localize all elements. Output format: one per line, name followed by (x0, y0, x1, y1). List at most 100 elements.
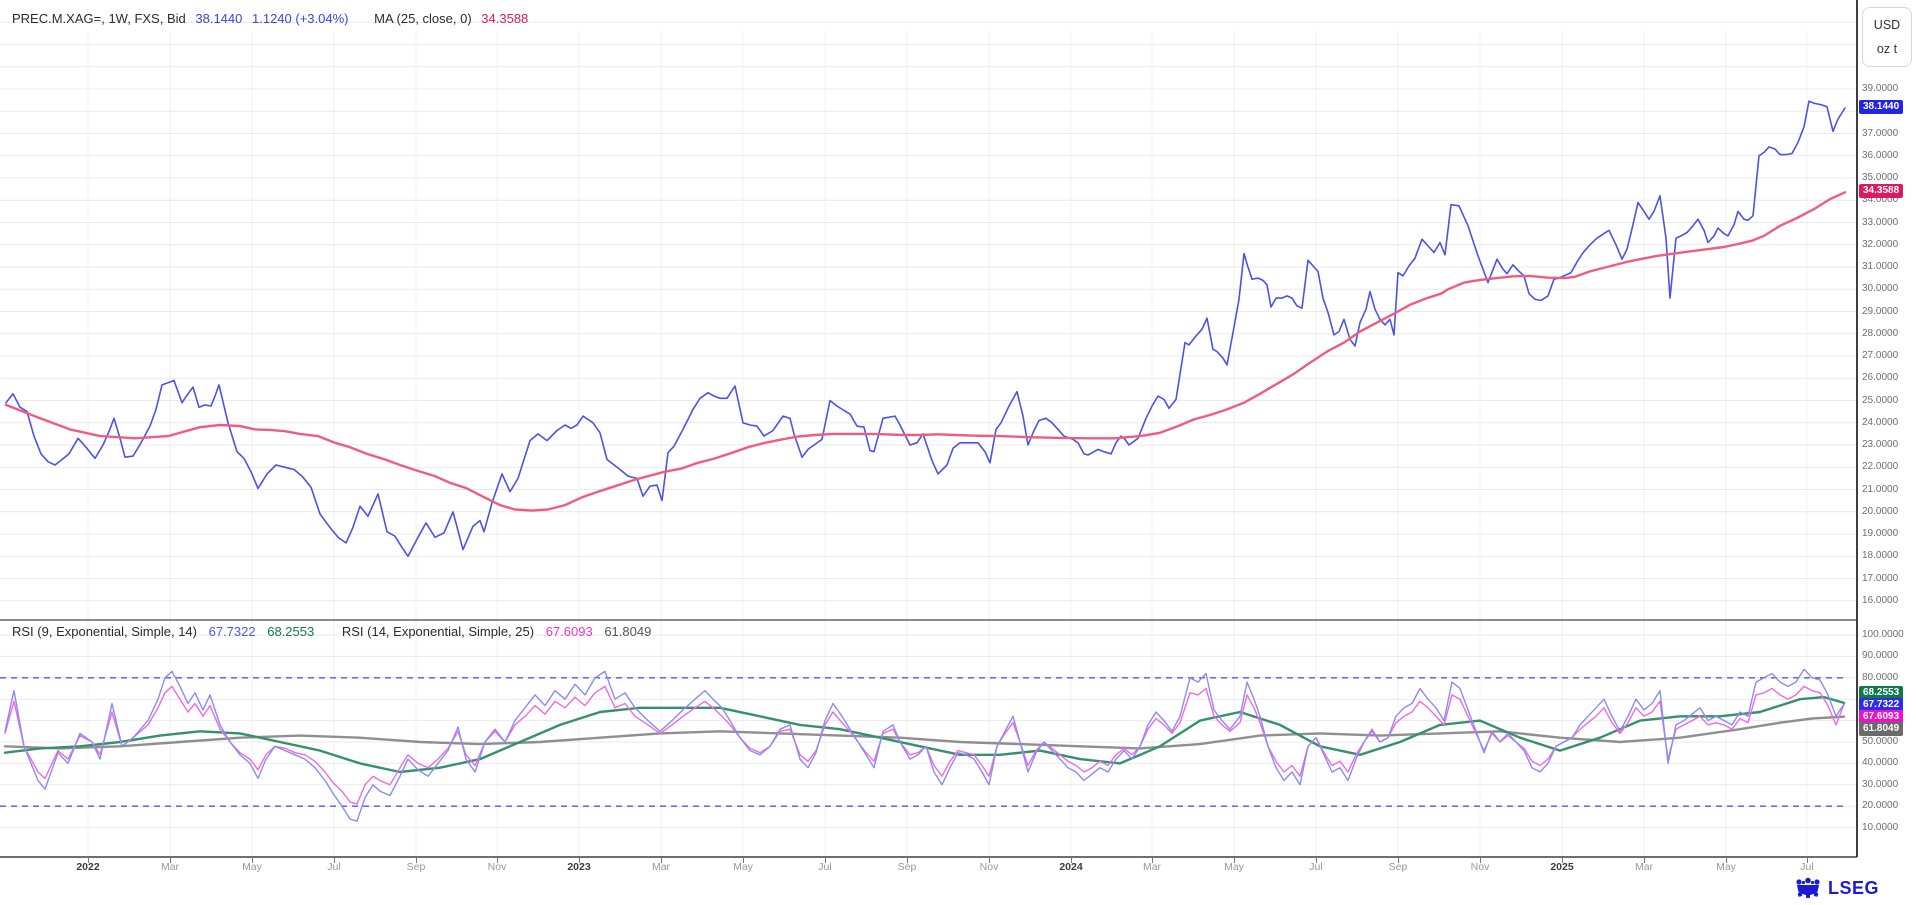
price-axis-label: 35.0000 (1862, 172, 1899, 183)
time-axis-month-label[interactable]: Jul (327, 861, 341, 873)
price-series-ma-25-close-0- (4, 191, 1847, 512)
rsi-axis-label: 50.0000 (1862, 736, 1899, 747)
rsi-series-rsi-14-sma-25 (3, 715, 1846, 750)
rsi9-legend-label[interactable]: RSI (9, Exponential, Simple, 14) (12, 624, 197, 639)
time-axis-month-label[interactable]: Sep (406, 861, 426, 873)
rsi-series-rsi-9-sma-14 (3, 695, 1846, 774)
rsi-axis-label: 40.0000 (1862, 757, 1899, 769)
time-axis-month-label[interactable]: Jul (1800, 861, 1814, 873)
price-axis-label: 17.0000 (1862, 572, 1899, 584)
axis-unit-selector[interactable]: USD oz t (1862, 7, 1912, 67)
time-axis-tick (907, 858, 908, 863)
rsi14-value: 67.6093 (545, 624, 593, 639)
price-axis-badge: 38.1440 (1859, 100, 1904, 115)
time-axis-tick (1562, 858, 1563, 863)
lseg-logo-text: LSEG (1828, 877, 1880, 898)
price-axis-label: 25.0000 (1862, 394, 1899, 406)
price-axis-label: 19.0000 (1862, 528, 1899, 539)
time-axis-tick (989, 858, 990, 863)
price-axis-label: 39.0000 (1862, 83, 1899, 94)
time-axis-year-label[interactable]: 2023 (567, 861, 591, 873)
price-axis-label: 31.0000 (1862, 261, 1899, 272)
rsi-axis-badge: 68.2553 (1859, 686, 1904, 700)
axis-unit-measure: oz t (1876, 42, 1898, 56)
time-axis-year-label[interactable]: 2024 (1059, 861, 1083, 873)
price-change: 1.1240 (+3.04%) (252, 11, 349, 26)
ma-legend-label[interactable]: MA (25, close, 0) (374, 11, 472, 26)
time-axis-tick (1726, 858, 1727, 863)
rsi14-ma-value: 61.8049 (604, 624, 652, 639)
price-axis-label: 32.0000 (1862, 238, 1899, 250)
price-axis-label: 22.0000 (1862, 461, 1899, 473)
rsi-series-rsi-9 (4, 668, 1845, 822)
time-axis-tick (661, 858, 662, 863)
rsi-axis-label: 100.0000 (1862, 629, 1904, 640)
axis-unit-currency: USD (1873, 18, 1901, 32)
price-axis-label: 28.0000 (1862, 327, 1899, 339)
time-axis-tick (1807, 858, 1808, 863)
price-axis-label: 27.0000 (1862, 350, 1899, 361)
time-axis-tick (1480, 858, 1481, 863)
time-axis-month-label[interactable]: May (733, 861, 753, 873)
time-axis-tick (825, 858, 826, 863)
price-axis-label: 16.0000 (1862, 594, 1899, 606)
rsi-axis-label: 10.0000 (1862, 821, 1899, 833)
time-axis-month-label[interactable]: Mar (1142, 861, 1162, 873)
rsi-legend[interactable]: RSI (9, Exponential, Simple, 14) 67.7322… (12, 624, 659, 639)
rsi9-value: 67.7322 (208, 624, 256, 639)
time-axis-month-label[interactable]: Mar (651, 861, 671, 873)
price-axis-label: 20.0000 (1862, 505, 1899, 517)
price-axis-label: 34.0000 (1862, 194, 1899, 206)
price-axis-label: 29.0000 (1862, 305, 1899, 317)
rsi-series-rsi-14 (4, 685, 1845, 805)
main-legend[interactable]: PREC.M.XAG=, 1W, FXS, Bid 38.1440 1.1240… (12, 11, 534, 26)
price-axis-label: 26.0000 (1862, 372, 1899, 384)
time-axis-month-label[interactable]: Nov (487, 861, 507, 873)
rsi-axis-label: 30.0000 (1862, 778, 1899, 790)
rsi-axis-label: 20.0000 (1862, 800, 1899, 812)
time-axis-tick (334, 858, 335, 863)
time-axis-tick (579, 858, 580, 863)
last-price: 38.1440 (195, 11, 243, 26)
rsi-axis-label: 80.0000 (1862, 671, 1899, 683)
price-axis-label: 30.0000 (1862, 283, 1899, 295)
time-axis-month-label[interactable]: May (1224, 861, 1244, 873)
time-axis-tick (1316, 858, 1317, 863)
time-axis-tick (743, 858, 744, 863)
time-axis-tick (1071, 858, 1072, 863)
time-axis-month-label[interactable]: Jul (818, 861, 832, 873)
lseg-logo: LSEG (1793, 876, 1879, 900)
time-axis-month-label[interactable]: Sep (1388, 861, 1408, 873)
time-axis-month-label[interactable]: May (242, 861, 262, 873)
price-axis-label: 33.0000 (1862, 216, 1899, 228)
time-axis-tick (88, 858, 89, 863)
time-axis-tick (1152, 858, 1153, 863)
price-series-bid (5, 100, 1846, 558)
time-axis-month-label[interactable]: Nov (1470, 861, 1490, 873)
time-axis-year-label[interactable]: 2025 (1550, 861, 1574, 873)
rsi14-legend-label[interactable]: RSI (14, Exponential, Simple, 25) (341, 624, 535, 639)
time-axis-tick (497, 858, 498, 863)
rsi-axis-badge: 67.7322 (1859, 698, 1904, 712)
time-axis-tick (1234, 858, 1235, 863)
price-axis-label: 36.0000 (1862, 149, 1899, 161)
time-axis-tick (252, 858, 253, 863)
time-axis-month-label[interactable]: Sep (897, 861, 917, 873)
time-axis-month-label[interactable]: Nov (979, 861, 999, 873)
lseg-crest-icon (1796, 877, 1820, 898)
time-axis-tick (1644, 858, 1645, 863)
time-axis-month-label[interactable]: Jul (1309, 861, 1323, 873)
price-axis-label: 37.0000 (1862, 127, 1899, 139)
price-axis-label: 23.0000 (1862, 439, 1899, 450)
time-axis-tick (416, 858, 417, 863)
time-axis-month-label[interactable]: May (1716, 861, 1736, 873)
time-axis-year-label[interactable]: 2022 (76, 861, 100, 873)
price-axis-label: 24.0000 (1862, 416, 1899, 428)
ma-value: 34.3588 (481, 11, 529, 26)
price-axis-label: 21.0000 (1862, 483, 1899, 495)
time-axis-month-label[interactable]: Mar (160, 861, 180, 873)
instrument-title[interactable]: PREC.M.XAG=, 1W, FXS, Bid (12, 11, 186, 26)
time-axis-month-label[interactable]: Mar (1634, 861, 1654, 873)
